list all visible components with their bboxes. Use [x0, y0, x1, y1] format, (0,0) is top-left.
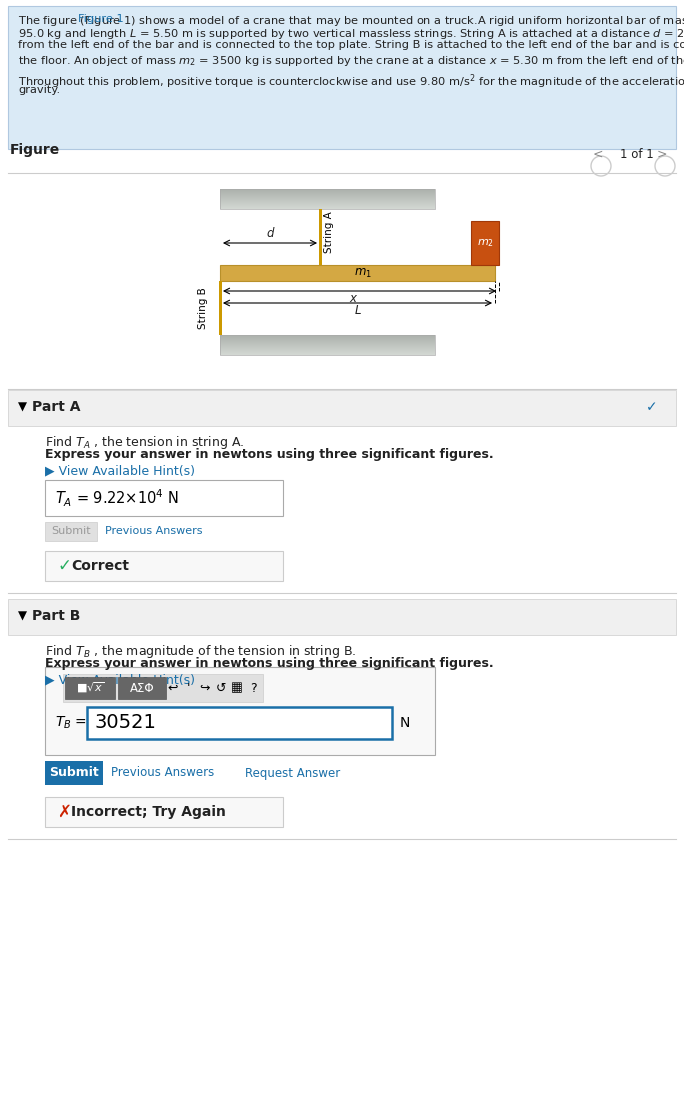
- Bar: [8, 390, 676, 426]
- Text: Incorrect; Try Again: Incorrect; Try Again: [71, 805, 226, 820]
- Text: Figure: Figure: [10, 143, 60, 157]
- Text: from the left end of the bar and is connected to the top plate. String B is atta: from the left end of the bar and is conn…: [18, 40, 684, 50]
- Text: The figure (Figure 1) shows a model of a crane that may be mounted on a truck.A : The figure (Figure 1) shows a model of a…: [18, 14, 684, 28]
- Text: ✓: ✓: [646, 400, 658, 414]
- Text: Submit: Submit: [49, 766, 99, 780]
- Text: L: L: [354, 304, 360, 317]
- Text: Correct: Correct: [71, 559, 129, 573]
- Text: ▶ View Available Hint(s): ▶ View Available Hint(s): [45, 464, 195, 477]
- Text: ▦: ▦: [231, 682, 243, 694]
- Bar: [45, 761, 103, 785]
- Text: Throughout this problem, positive torque is counterclockwise and use 9.80 m/s$^2: Throughout this problem, positive torque…: [18, 72, 684, 91]
- Bar: [220, 265, 495, 281]
- Text: Previous Answers: Previous Answers: [111, 766, 214, 780]
- Text: $T_A$ = 9.22×10$^4$ N: $T_A$ = 9.22×10$^4$ N: [55, 487, 179, 509]
- Text: Find $T_A$ , the tension in string A.: Find $T_A$ , the tension in string A.: [45, 434, 244, 451]
- Text: String A: String A: [324, 211, 334, 253]
- Text: Part B: Part B: [32, 609, 81, 623]
- Bar: [471, 221, 499, 265]
- Text: Figure 1: Figure 1: [78, 14, 124, 24]
- Text: >: >: [657, 147, 668, 161]
- Text: String B: String B: [198, 287, 208, 329]
- Text: ✓: ✓: [57, 557, 71, 574]
- Text: ▼: ▼: [18, 610, 27, 622]
- Text: 1 of 1: 1 of 1: [620, 147, 654, 161]
- Text: ▼: ▼: [18, 400, 27, 414]
- Text: <: <: [593, 147, 603, 161]
- Bar: [87, 708, 392, 739]
- Bar: [45, 667, 435, 755]
- Text: ↪: ↪: [200, 682, 210, 694]
- Bar: [8, 599, 676, 635]
- Text: ↺: ↺: [215, 682, 226, 694]
- Text: Find $T_B$ , the magnitude of the tension in string B.: Find $T_B$ , the magnitude of the tensio…: [45, 643, 356, 660]
- Text: $T_B$ =: $T_B$ =: [55, 715, 87, 731]
- Text: $\blacksquare\sqrt{x}$: $\blacksquare\sqrt{x}$: [75, 681, 105, 695]
- Text: $m_2$: $m_2$: [477, 237, 493, 248]
- Text: x: x: [349, 292, 356, 305]
- Text: Submit: Submit: [51, 527, 91, 537]
- Bar: [65, 676, 115, 699]
- Text: ▶ View Available Hint(s): ▶ View Available Hint(s): [45, 673, 195, 686]
- Bar: [45, 522, 97, 541]
- Text: ↩: ↩: [168, 682, 179, 694]
- Text: 30521: 30521: [95, 713, 157, 733]
- Bar: [118, 676, 166, 699]
- Text: 95.0 kg and length $L$ = 5.50 m is supported by two vertical massless strings. S: 95.0 kg and length $L$ = 5.50 m is suppo…: [18, 28, 684, 41]
- Text: gravity.: gravity.: [18, 85, 60, 95]
- Text: Previous Answers: Previous Answers: [105, 527, 202, 537]
- Text: Part A: Part A: [32, 400, 81, 414]
- Text: ΑΣΦ: ΑΣΦ: [130, 682, 155, 694]
- Text: d: d: [266, 227, 274, 240]
- Text: ': ': [187, 682, 191, 694]
- Text: N: N: [400, 716, 410, 730]
- Text: Request Answer: Request Answer: [245, 766, 340, 780]
- Bar: [319, 208, 321, 265]
- Bar: [45, 551, 283, 581]
- Bar: [45, 797, 283, 827]
- Text: Express your answer in newtons using three significant figures.: Express your answer in newtons using thr…: [45, 657, 494, 670]
- Text: ✗: ✗: [57, 803, 71, 821]
- Text: the floor. An object of mass $m_2$ = 3500 kg is supported by the crane at a dist: the floor. An object of mass $m_2$ = 350…: [18, 53, 684, 68]
- Bar: [63, 674, 263, 702]
- Bar: [45, 480, 283, 516]
- Text: Express your answer in newtons using three significant figures.: Express your answer in newtons using thr…: [45, 448, 494, 461]
- Bar: [220, 335, 435, 355]
- Bar: [220, 189, 435, 208]
- Text: $m_1$: $m_1$: [354, 266, 372, 279]
- Bar: [8, 6, 676, 149]
- Bar: [218, 281, 222, 335]
- Text: ?: ?: [250, 682, 256, 694]
